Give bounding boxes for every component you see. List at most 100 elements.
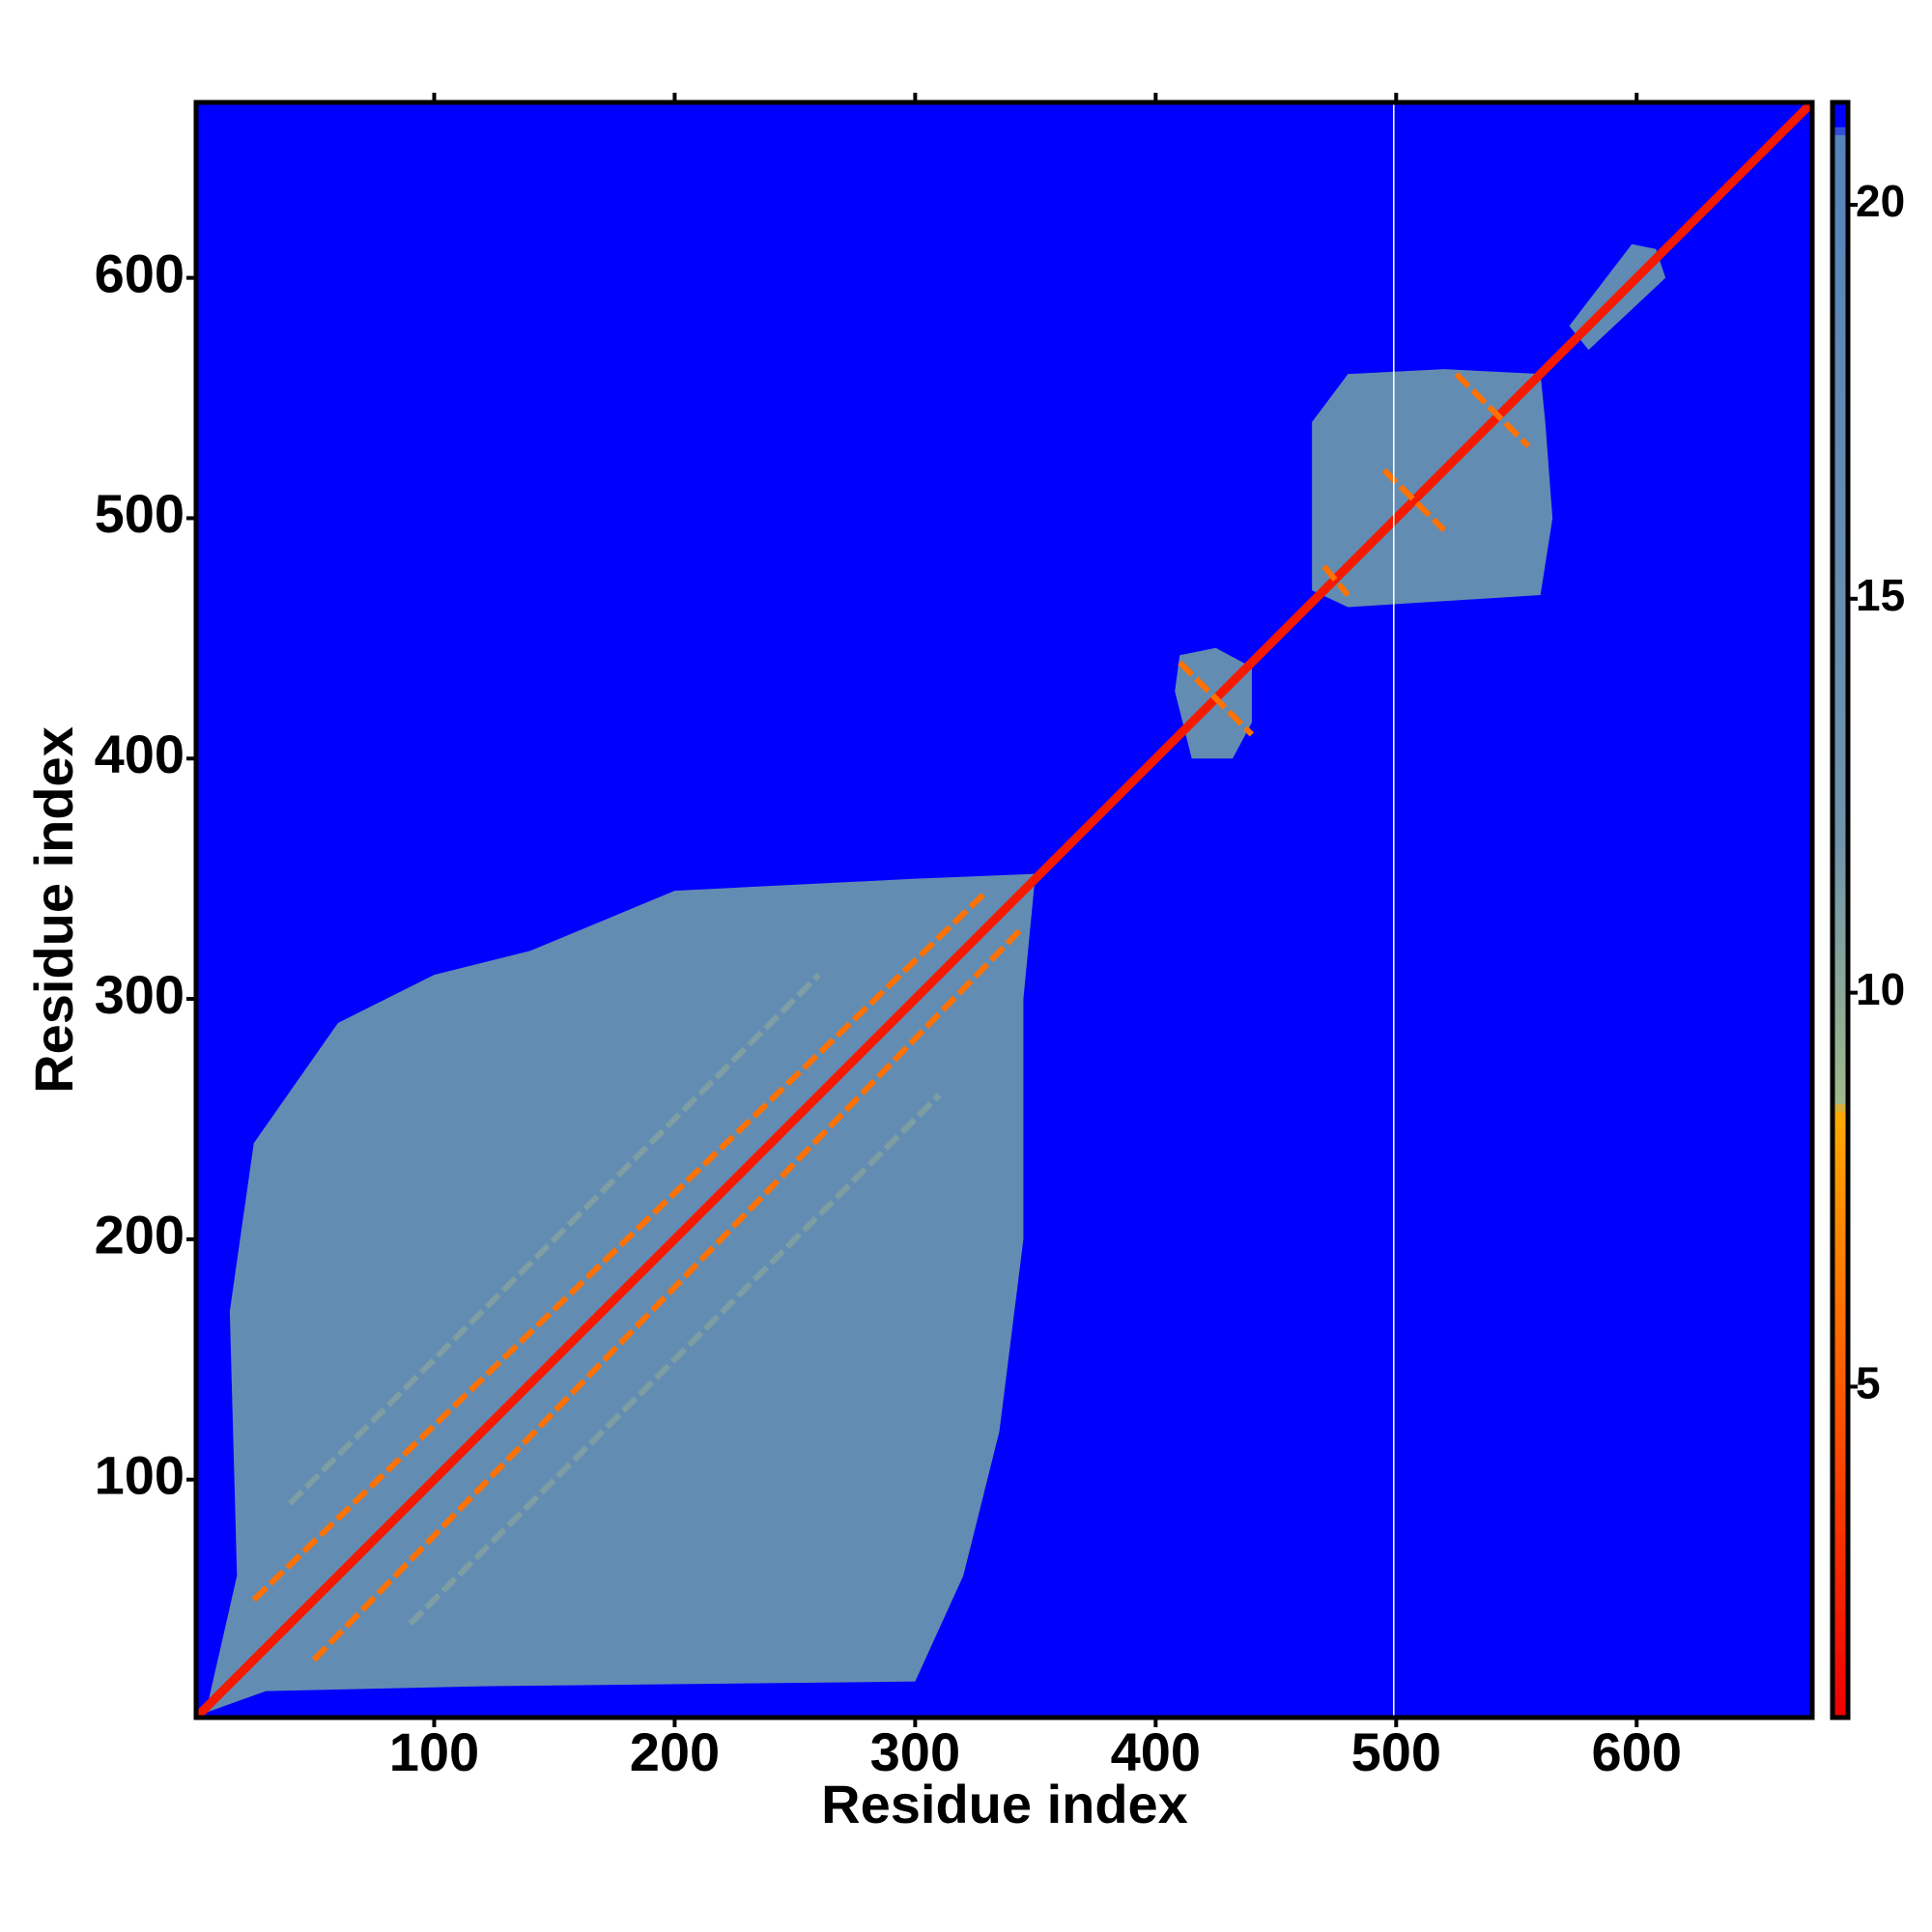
colorbar-frame xyxy=(1830,99,1851,1720)
colorbar-cell xyxy=(1833,958,1848,968)
colorbar-tick-label: 10 xyxy=(1856,964,1905,1014)
colorbar-cell xyxy=(1833,812,1848,822)
colorbar-cell xyxy=(1833,1572,1848,1581)
colorbar-cell xyxy=(1833,982,1848,992)
colorbar-cell xyxy=(1833,1564,1848,1574)
colorbar-cell xyxy=(1833,1176,1848,1185)
colorbar-cell xyxy=(1833,1402,1848,1411)
contact-band xyxy=(196,102,1812,1718)
contact-band xyxy=(311,924,1026,1662)
colorbar-cell xyxy=(1833,183,1848,192)
colorbar-cell xyxy=(1833,1151,1848,1161)
colorbar-cell xyxy=(1833,1491,1848,1500)
colorbar-cell xyxy=(1833,1516,1848,1524)
colorbar-cell xyxy=(1833,796,1848,806)
colorbar-cell xyxy=(1833,1661,1848,1670)
colorbar-cell xyxy=(1833,1370,1848,1379)
colorbar-cell xyxy=(1833,877,1848,887)
colorbar-cell xyxy=(1833,1264,1848,1274)
colorbar-cell xyxy=(1833,264,1848,273)
colorbar-cell xyxy=(1833,151,1848,160)
colorbar-cell xyxy=(1833,627,1848,637)
colorbar-cell xyxy=(1833,1418,1848,1428)
colorbar-cell xyxy=(1833,473,1848,483)
colorbar-cell xyxy=(1833,1055,1848,1065)
colorbar-cell xyxy=(1833,1216,1848,1226)
colorbar-cell xyxy=(1833,708,1848,717)
colorbar-cell xyxy=(1833,998,1848,1008)
colorbar-cell xyxy=(1833,271,1848,281)
colorbar-cell xyxy=(1833,1168,1848,1178)
colorbar-cell xyxy=(1833,586,1848,596)
colorbar-cell xyxy=(1833,384,1848,394)
colorbar-cell xyxy=(1833,110,1848,120)
colorbar-cell xyxy=(1833,134,1848,144)
x-tick-label: 100 xyxy=(389,1721,479,1782)
colorbar-cell xyxy=(1833,1184,1848,1194)
colorbar-cell xyxy=(1833,1466,1848,1476)
colorbar-cell xyxy=(1833,401,1848,411)
x-axis-title: Residue index xyxy=(821,1774,1188,1834)
colorbar-cell xyxy=(1833,409,1848,418)
y-axis-title: Residue index xyxy=(23,726,84,1094)
colorbar-cell xyxy=(1833,1483,1848,1492)
colorbar-cell xyxy=(1833,1321,1848,1331)
x-tick-label: 400 xyxy=(1111,1721,1201,1782)
colorbar-cell xyxy=(1833,1540,1848,1549)
colorbar-cell xyxy=(1833,247,1848,257)
colorbar-cell xyxy=(1833,1289,1848,1298)
colorbar-cell xyxy=(1833,894,1848,903)
colorbar-cell xyxy=(1833,1362,1848,1372)
y-tick-label: 500 xyxy=(95,483,185,544)
colorbar-cell xyxy=(1833,554,1848,564)
colorbar-cell xyxy=(1833,1314,1848,1322)
colorbar-cell xyxy=(1833,1297,1848,1307)
colorbar-cell xyxy=(1833,1636,1848,1646)
colorbar-cell xyxy=(1833,1629,1848,1637)
colorbar-cell xyxy=(1833,1192,1848,1202)
colorbar-cell xyxy=(1833,1475,1848,1485)
colorbar-cell xyxy=(1833,320,1848,329)
colorbar-cell xyxy=(1833,255,1848,265)
colorbar-cell xyxy=(1833,611,1848,620)
colorbar-cell xyxy=(1833,1507,1848,1517)
colorbar-cell xyxy=(1833,1353,1848,1363)
colorbar-cell xyxy=(1833,1394,1848,1404)
colorbar-cell xyxy=(1833,781,1848,790)
colorbar-cell xyxy=(1833,1249,1848,1259)
colorbar-cell xyxy=(1833,441,1848,451)
colorbar-cell xyxy=(1833,142,1848,152)
colorbar-cell xyxy=(1833,732,1848,742)
y-tick-label: 300 xyxy=(95,964,185,1025)
colorbar-cell xyxy=(1833,885,1848,895)
colorbar-cell xyxy=(1833,1281,1848,1291)
colorbar-cell xyxy=(1833,288,1848,298)
colorbar-cell xyxy=(1833,1047,1848,1057)
x-tick-label: 300 xyxy=(870,1721,960,1782)
colorbar-cell xyxy=(1833,619,1848,628)
colorbar-cell xyxy=(1833,1063,1848,1072)
colorbar-cell xyxy=(1833,748,1848,757)
colorbar-cell xyxy=(1833,925,1848,935)
colorbar-cell xyxy=(1833,231,1848,241)
colorbar-cell xyxy=(1833,1233,1848,1242)
colorbar-cell xyxy=(1833,392,1848,402)
contact-band xyxy=(251,888,990,1603)
colorbar-cell xyxy=(1833,659,1848,668)
colorbar-cell xyxy=(1833,199,1848,209)
colorbar-cell xyxy=(1833,102,1848,111)
colorbar-cell xyxy=(1833,635,1848,644)
colorbar-cell xyxy=(1833,514,1848,524)
colorbar-cell xyxy=(1833,901,1848,911)
x-tick-label: 600 xyxy=(1592,1721,1682,1782)
x-tick-label: 200 xyxy=(630,1721,720,1782)
colorbar-cell xyxy=(1833,530,1848,540)
colorbar-cell xyxy=(1833,312,1848,322)
colorbar-cell xyxy=(1833,279,1848,289)
colorbar-cell xyxy=(1833,1523,1848,1533)
colorbar-cell xyxy=(1833,845,1848,855)
colorbar-cell xyxy=(1833,215,1848,224)
y-tick-label: 200 xyxy=(95,1205,185,1265)
colorbar-cell xyxy=(1833,190,1848,200)
